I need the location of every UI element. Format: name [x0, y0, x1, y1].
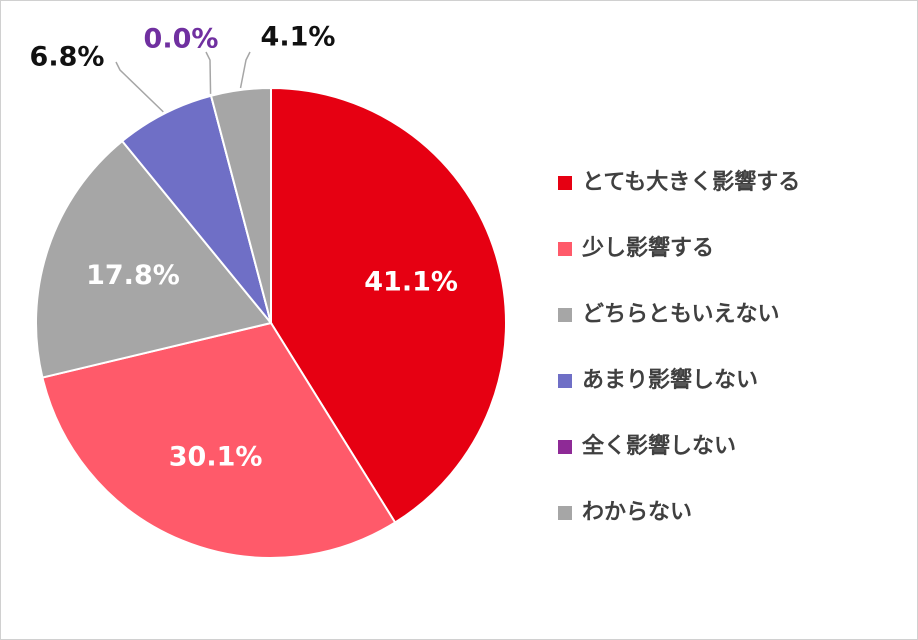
- leader-line: [239, 51, 251, 89]
- pie-slice: [35, 139, 273, 379]
- pie-slice: [41, 321, 397, 559]
- data-label: 0.0%: [144, 24, 219, 55]
- legend-label: とても大きく影響する: [582, 169, 800, 195]
- legend-label: 全く影響しない: [581, 433, 736, 459]
- pie-slice: [270, 86, 507, 524]
- data-label: 17.8%: [86, 260, 180, 291]
- legend-swatch: [558, 440, 572, 454]
- legend-label: どちらともいえない: [582, 302, 780, 327]
- data-label: 6.8%: [30, 42, 105, 73]
- legend-swatch: [558, 176, 572, 190]
- legend-swatch: [558, 374, 572, 388]
- legend-label: わからない: [582, 500, 692, 525]
- data-label: 4.1%: [261, 22, 336, 53]
- leader-line: [115, 61, 164, 113]
- legend-swatch: [558, 308, 572, 322]
- pie-slice: [209, 86, 272, 324]
- data-label: 30.1%: [169, 441, 263, 472]
- legend-swatch: [558, 506, 572, 520]
- data-label: 41.1%: [364, 266, 458, 297]
- legend-label: 少し影響する: [581, 235, 714, 261]
- legend-swatch: [558, 242, 572, 256]
- leader-line: [205, 51, 212, 94]
- legend-label: あまり影響しない: [582, 367, 758, 393]
